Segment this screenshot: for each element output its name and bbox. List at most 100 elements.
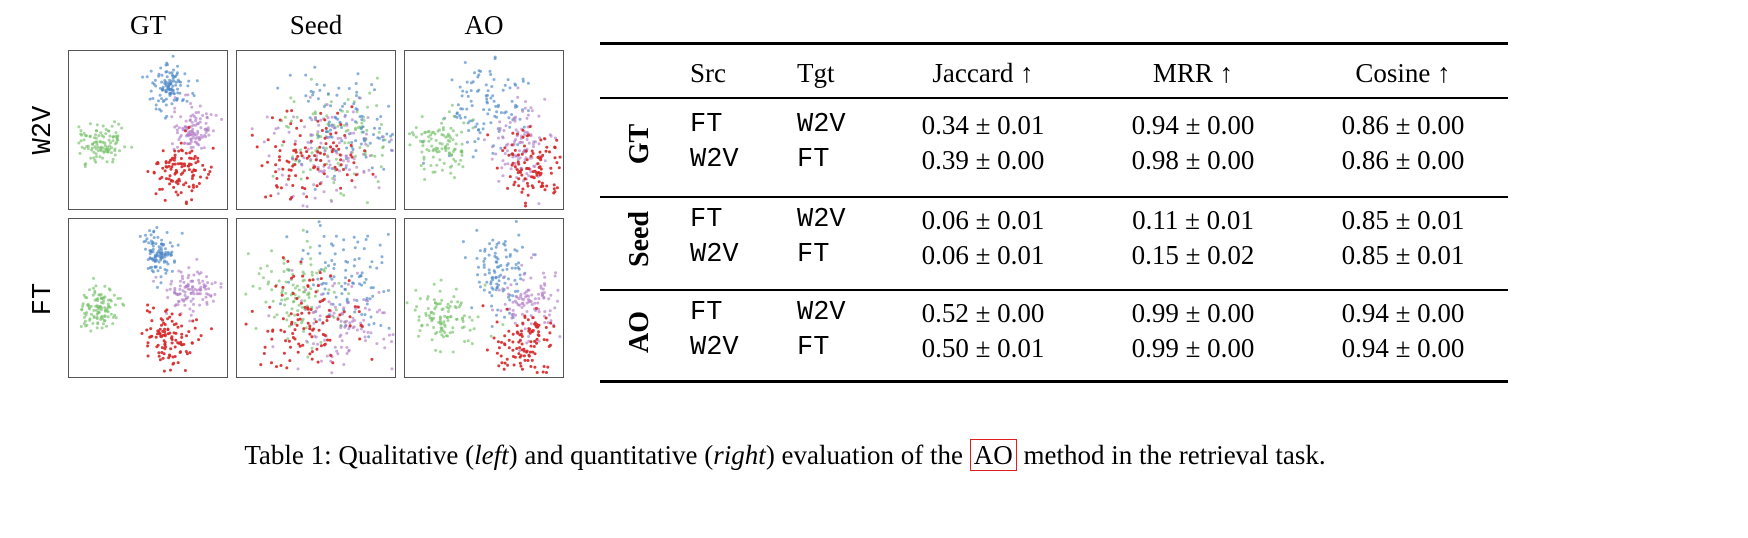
point-red — [548, 331, 552, 335]
point-green — [106, 150, 110, 154]
point-purple — [198, 104, 202, 108]
point-purple — [175, 128, 179, 132]
point-green — [115, 141, 119, 144]
col-title-gt: GT — [130, 10, 166, 40]
point-blue — [327, 124, 331, 128]
point-purple — [556, 299, 559, 303]
point-blue — [327, 120, 331, 124]
point-red — [516, 132, 519, 136]
point-red — [155, 345, 159, 349]
point-purple — [513, 299, 517, 303]
point-blue — [156, 269, 160, 273]
point-blue — [146, 258, 150, 262]
point-blue — [173, 260, 176, 264]
point-red — [521, 128, 525, 132]
point-purple — [181, 128, 185, 132]
point-red — [339, 158, 343, 162]
point-purple — [519, 295, 523, 298]
point-red — [511, 348, 515, 352]
point-blue — [344, 166, 348, 170]
point-blue — [521, 245, 524, 249]
point-green — [362, 119, 366, 122]
point-blue — [165, 70, 169, 74]
caption-method-link[interactable]: AO — [969, 439, 1017, 471]
point-red — [180, 335, 184, 339]
point-blue — [370, 166, 374, 170]
point-blue — [495, 256, 498, 259]
point-blue — [497, 241, 501, 245]
point-purple — [313, 116, 317, 120]
point-purple — [504, 124, 508, 128]
point-red — [311, 328, 315, 332]
point-green — [447, 152, 451, 155]
point-red — [510, 163, 514, 167]
cell-tgt: FT — [797, 240, 830, 270]
point-green — [90, 312, 93, 316]
point-purple — [348, 168, 351, 172]
point-red — [347, 279, 351, 283]
point-green — [101, 322, 105, 326]
point-red — [529, 154, 533, 158]
point-blue — [364, 155, 368, 159]
point-purple — [537, 297, 541, 301]
point-purple — [520, 297, 524, 301]
point-green — [110, 146, 114, 150]
point-green — [99, 292, 103, 296]
point-blue — [470, 306, 474, 310]
point-blue — [172, 68, 176, 72]
point-blue — [521, 79, 525, 83]
point-green — [319, 340, 323, 344]
point-blue — [183, 72, 187, 76]
point-green — [92, 150, 96, 154]
point-green — [418, 297, 422, 301]
point-green — [420, 132, 424, 136]
point-red — [535, 325, 539, 329]
point-green — [441, 128, 445, 132]
point-purple — [496, 136, 500, 140]
point-blue — [353, 258, 357, 262]
point-green — [101, 296, 104, 300]
point-green — [89, 156, 93, 160]
point-green — [92, 141, 96, 145]
point-purple — [294, 139, 297, 143]
point-purple — [191, 113, 195, 117]
point-red — [150, 319, 154, 323]
point-red — [244, 322, 248, 326]
point-red — [163, 330, 167, 334]
point-red — [503, 361, 507, 365]
point-green — [463, 340, 467, 343]
point-red — [293, 142, 297, 146]
point-green — [455, 133, 459, 137]
point-red — [260, 164, 264, 168]
point-green — [292, 299, 296, 303]
point-red — [517, 177, 521, 181]
point-blue — [165, 75, 169, 79]
point-red — [497, 364, 501, 368]
point-purple — [331, 314, 334, 318]
cell-cosine: 0.86 ± 0.00 — [1341, 145, 1465, 175]
point-blue — [146, 267, 150, 270]
point-red — [274, 145, 278, 149]
point-red — [199, 334, 203, 338]
point-purple — [362, 330, 366, 334]
point-green — [106, 315, 110, 319]
point-purple — [327, 135, 331, 139]
point-red — [290, 196, 294, 199]
point-blue — [508, 125, 512, 129]
point-blue — [330, 259, 334, 262]
point-purple — [271, 345, 275, 349]
point-red — [188, 151, 192, 155]
point-purple — [335, 188, 339, 192]
point-green — [432, 130, 435, 134]
point-blue — [514, 103, 518, 107]
point-green — [79, 129, 83, 133]
point-red — [270, 116, 274, 120]
point-green — [443, 331, 447, 334]
point-red — [162, 369, 166, 373]
point-green — [440, 298, 444, 302]
point-blue — [327, 264, 330, 268]
point-purple — [366, 299, 370, 303]
point-blue — [338, 120, 342, 124]
point-green — [421, 144, 425, 148]
point-purple — [345, 346, 349, 349]
